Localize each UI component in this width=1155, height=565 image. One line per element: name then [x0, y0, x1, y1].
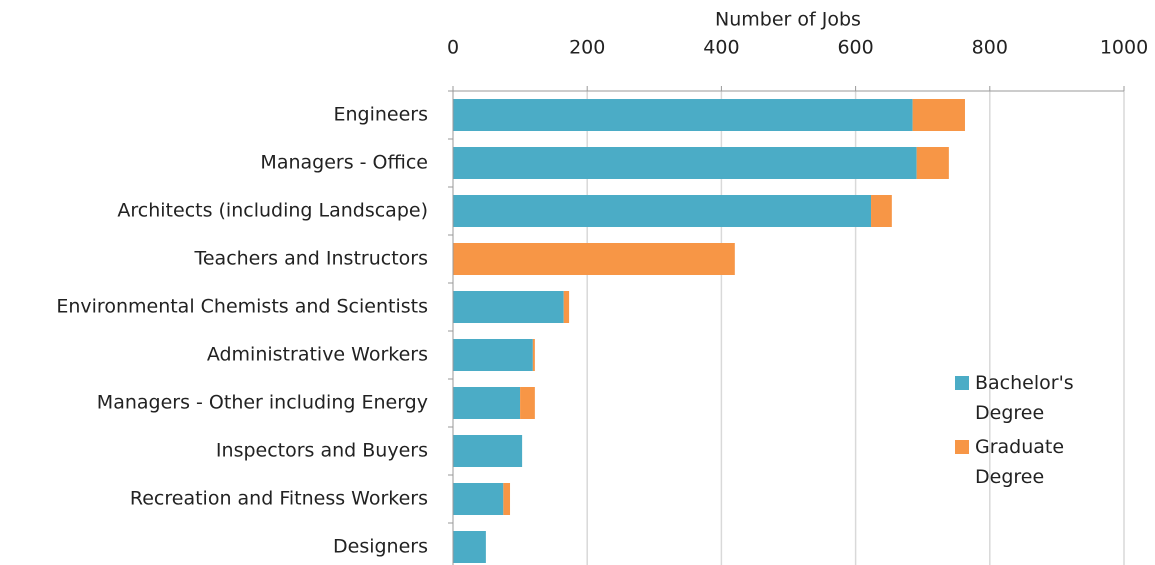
y-tick-label: Managers - Other including Energy — [97, 392, 428, 414]
y-tick-label: Recreation and Fitness Workers — [130, 488, 428, 510]
y-tick-label: Engineers — [333, 104, 428, 126]
x-tick-label: 600 — [837, 37, 873, 59]
bar — [916, 147, 949, 179]
bar — [453, 243, 735, 275]
bar — [453, 339, 533, 371]
bar — [520, 387, 535, 419]
y-tick-label: Inspectors and Buyers — [216, 440, 428, 462]
axis-title: Number of Jobs — [715, 9, 861, 31]
bar — [453, 483, 504, 515]
bar — [453, 195, 872, 227]
bar — [871, 195, 892, 227]
bar — [912, 99, 965, 131]
x-tick-label: 400 — [703, 37, 739, 59]
bar — [563, 291, 570, 323]
legend-item: Bachelor's Degree — [955, 368, 1105, 428]
y-tick-label: Designers — [333, 536, 428, 558]
x-tick-label: 200 — [569, 37, 605, 59]
bar — [453, 147, 917, 179]
x-tick-label: 0 — [447, 37, 459, 59]
bar — [453, 387, 521, 419]
x-tick-label: 1000 — [1100, 37, 1148, 59]
legend-swatch — [955, 376, 969, 390]
legend-swatch — [955, 440, 969, 454]
y-tick-label: Managers - Office — [260, 152, 428, 174]
bar — [453, 435, 523, 467]
legend-label: Graduate Degree — [975, 436, 1065, 488]
y-tick-label: Administrative Workers — [207, 344, 428, 366]
y-tick-label: Teachers and Instructors — [193, 248, 428, 270]
legend-label: Bachelor's Degree — [975, 372, 1074, 424]
bar — [453, 531, 486, 563]
bar — [503, 483, 511, 515]
y-tick-label: Architects (including Landscape) — [117, 200, 428, 222]
legend: Bachelor's Degree Graduate Degree — [955, 368, 1105, 496]
y-tick-label: Environmental Chemists and Scientists — [56, 296, 428, 318]
legend-item: Graduate Degree — [955, 432, 1105, 492]
bar — [453, 291, 564, 323]
bar — [532, 339, 535, 371]
bar — [453, 99, 913, 131]
x-tick-label: 800 — [972, 37, 1008, 59]
